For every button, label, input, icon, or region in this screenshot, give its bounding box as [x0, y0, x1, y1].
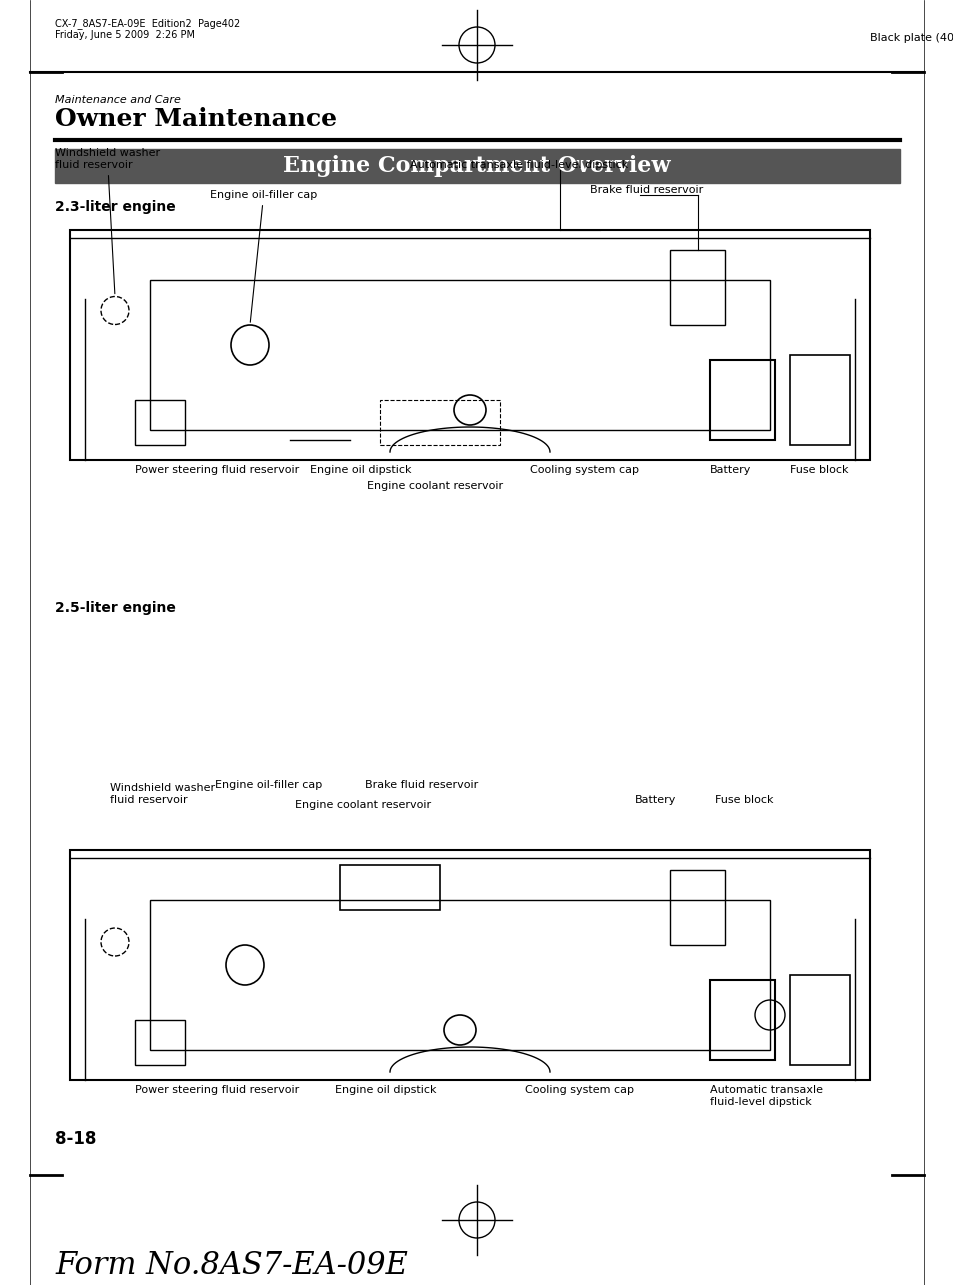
Text: Form No.8AS7-EA-09E: Form No.8AS7-EA-09E [55, 1250, 408, 1281]
Text: Engine oil dipstick: Engine oil dipstick [310, 465, 411, 475]
Text: Owner Maintenance: Owner Maintenance [55, 107, 336, 131]
Text: Maintenance and Care: Maintenance and Care [55, 95, 181, 105]
Bar [669, 870, 724, 944]
Text: Windshield washer
fluid reservoir: Windshield washer fluid reservoir [110, 784, 214, 804]
Bar [339, 865, 439, 910]
Text: Automatic transaxle
fluid-level dipstick: Automatic transaxle fluid-level dipstick [709, 1085, 822, 1106]
Text: Power steering fluid reservoir: Power steering fluid reservoir [135, 465, 299, 475]
Text: 8-18: 8-18 [55, 1130, 96, 1148]
Text: Friday, June 5 2009  2:26 PM: Friday, June 5 2009 2:26 PM [55, 30, 194, 40]
Text: Power steering fluid reservoir: Power steering fluid reservoir [135, 1085, 299, 1095]
Bar [150, 280, 769, 430]
Text: Automatic transaxle fluid-level dipstick: Automatic transaxle fluid-level dipstick [410, 161, 628, 170]
Text: Engine coolant reservoir: Engine coolant reservoir [294, 801, 431, 810]
Text: Cooling system cap: Cooling system cap [530, 465, 639, 475]
Text: Brake fluid reservoir: Brake fluid reservoir [589, 185, 702, 195]
Bar [379, 400, 499, 445]
Bar [789, 355, 849, 445]
Text: CX-7_8AS7-EA-09E  Edition2  Page402: CX-7_8AS7-EA-09E Edition2 Page402 [55, 18, 240, 28]
Bar [150, 899, 769, 1050]
Bar [669, 251, 724, 325]
Bar [789, 975, 849, 1065]
Text: 2.5-liter engine: 2.5-liter engine [55, 601, 175, 616]
Text: Black plate (402,1): Black plate (402,1) [869, 33, 953, 42]
Text: Engine oil-filler cap: Engine oil-filler cap [214, 780, 322, 790]
Bar [70, 849, 869, 1079]
Text: 2.3-liter engine: 2.3-liter engine [55, 200, 175, 215]
Bar [709, 980, 774, 1060]
Text: Engine coolant reservoir: Engine coolant reservoir [367, 481, 502, 491]
Bar [135, 1020, 185, 1065]
Bar [709, 360, 774, 439]
Text: Fuse block: Fuse block [789, 465, 847, 475]
Text: Brake fluid reservoir: Brake fluid reservoir [365, 780, 477, 790]
Text: Battery: Battery [709, 465, 751, 475]
Text: Windshield washer
fluid reservoir: Windshield washer fluid reservoir [55, 148, 160, 294]
Text: Cooling system cap: Cooling system cap [524, 1085, 634, 1095]
Text: Fuse block: Fuse block [714, 795, 773, 804]
Bar [70, 230, 869, 460]
Bar [55, 149, 899, 182]
Bar [135, 400, 185, 445]
Text: Engine Compartment Overview: Engine Compartment Overview [283, 155, 670, 177]
Text: Battery: Battery [635, 795, 676, 804]
Text: Engine oil dipstick: Engine oil dipstick [335, 1085, 436, 1095]
Text: Engine oil-filler cap: Engine oil-filler cap [210, 190, 317, 323]
